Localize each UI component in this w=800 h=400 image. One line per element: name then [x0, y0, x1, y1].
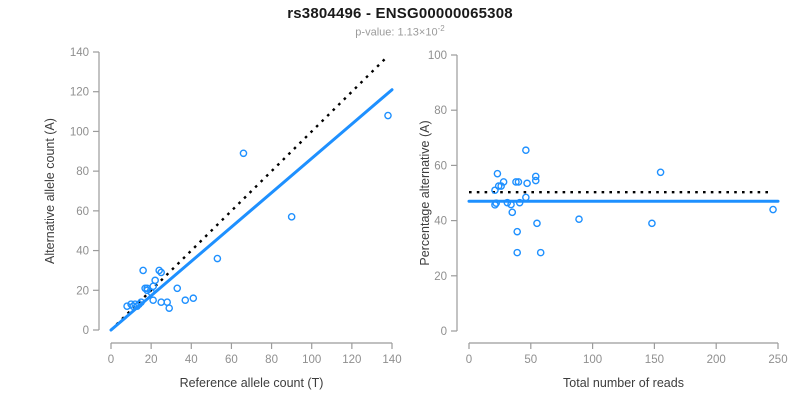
y-tick-label: 120 [70, 87, 89, 99]
x-tick-label: 100 [302, 354, 321, 366]
y-tick-label: 40 [434, 216, 447, 228]
x-tick-label: 150 [645, 354, 664, 366]
data-point [157, 298, 165, 307]
y-tick-label: 20 [434, 271, 447, 283]
data-point [239, 149, 248, 158]
data-point [135, 300, 143, 308]
data-point [513, 248, 522, 257]
data-point [522, 146, 530, 155]
data-point [213, 254, 222, 263]
x-tick-label: 50 [524, 354, 537, 366]
y-tick-label: 100 [428, 50, 447, 62]
data-point [494, 182, 503, 190]
regression-line [109, 88, 394, 332]
data-point [491, 201, 499, 209]
data-point [531, 176, 540, 185]
figure-subtitle: p-value: 1.13×10-2 [0, 24, 800, 39]
data-point [531, 172, 540, 181]
data-point [492, 199, 500, 208]
y-axis-title: Percentage alternative (A) [418, 120, 432, 265]
data-point [491, 186, 499, 195]
x-tick-label: 120 [342, 354, 361, 366]
data-point [149, 296, 157, 305]
data-point [515, 198, 524, 207]
data-point [181, 296, 190, 305]
data-point [157, 268, 165, 277]
figure-title: rs3804496 - ENSG00000065308 [287, 5, 513, 22]
data-point [533, 219, 541, 228]
pvalue-text: p-value: 1.13×10 [355, 26, 438, 39]
data-point [499, 178, 508, 186]
x-tick-label: 100 [583, 354, 602, 366]
y-tick-label: 20 [76, 285, 89, 297]
x-tick-label: 200 [707, 354, 726, 366]
data-point [151, 276, 159, 285]
data-point [575, 215, 583, 224]
data-point [189, 294, 198, 303]
data-point [133, 302, 141, 310]
x-tick-label: 0 [108, 354, 114, 366]
x-tick-label: 0 [466, 354, 472, 366]
y-tick-label: 40 [76, 246, 89, 258]
pvalue-exponent: -2 [437, 24, 445, 33]
y-tick-label: 100 [70, 126, 89, 138]
x-tick-label: 250 [768, 354, 787, 366]
y-tick-label: 140 [70, 47, 89, 59]
x-axis-title: Reference allele count (T) [180, 376, 324, 390]
x-axis-title: Total number of reads [563, 376, 684, 390]
data-point [139, 266, 147, 275]
y-tick-label: 0 [441, 326, 447, 338]
y-tick-label: 80 [76, 166, 89, 178]
data-point [536, 248, 545, 257]
data-point [514, 178, 523, 186]
data-point [503, 198, 512, 207]
x-tick-label: 140 [382, 354, 401, 366]
data-point [656, 168, 665, 177]
data-point [513, 227, 522, 236]
data-point [648, 219, 656, 228]
y-tick-label: 60 [434, 160, 447, 172]
x-tick-label: 80 [265, 354, 278, 366]
data-point [769, 205, 777, 214]
data-point [155, 266, 163, 275]
data-point [384, 111, 392, 120]
data-point [165, 304, 174, 312]
data-point [493, 169, 502, 178]
data-point [522, 193, 530, 202]
y-tick-label: 60 [76, 206, 89, 218]
data-point [173, 284, 182, 293]
scatter-plot-percentage-reads: 0 50 100 150 200 250 0 20 40 60 80 100 Total number … [418, 50, 788, 390]
data-point [512, 178, 520, 186]
data-point [137, 298, 145, 307]
x-tick-label: 20 [145, 354, 158, 366]
data-point [507, 200, 515, 209]
data-point [508, 208, 517, 217]
x-tick-label: 40 [185, 354, 198, 366]
x-tick-label: 60 [225, 354, 238, 366]
identity-line [110, 57, 387, 331]
y-axis-title: Alternative allele count (A) [43, 118, 57, 264]
data-point [143, 286, 151, 295]
y-tick-label: 0 [83, 325, 89, 337]
data-point [523, 179, 531, 188]
scatter-plot-allele-counts: 0 20 40 60 80 100 120 140 0 20 40 60 80 100 120 140 Refe… [43, 47, 402, 390]
data-point [287, 213, 296, 221]
y-tick-label: 80 [434, 105, 447, 117]
